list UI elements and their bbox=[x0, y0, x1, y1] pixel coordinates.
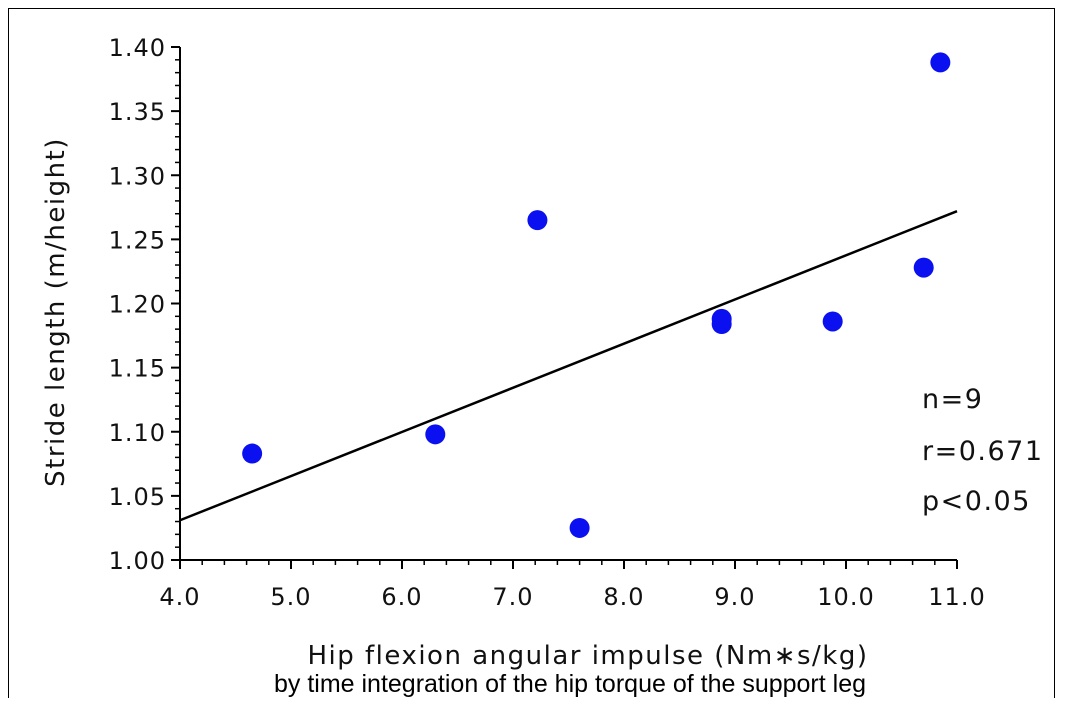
x-tick-label: 6.0 bbox=[381, 583, 422, 611]
data-point bbox=[527, 210, 548, 231]
annotation-n: n=9 bbox=[922, 384, 983, 415]
annotation-r: r=0.671 bbox=[922, 436, 1044, 467]
data-point bbox=[930, 52, 951, 73]
x-axis: 4.0 5.0 6.0 7.0 8.0 9.0 10.0 11.0 bbox=[159, 559, 985, 611]
y-tick-label: 1.30 bbox=[109, 162, 166, 190]
data-point bbox=[822, 311, 843, 332]
y-tick-label: 1.15 bbox=[109, 355, 166, 383]
y-tick-label: 1.25 bbox=[109, 226, 166, 254]
x-tick-label: 8.0 bbox=[603, 583, 644, 611]
data-point bbox=[913, 257, 934, 278]
x-tick-label: 11.0 bbox=[928, 583, 985, 611]
x-tick-label: 9.0 bbox=[714, 583, 755, 611]
annotation-p: p<0.05 bbox=[922, 486, 1031, 517]
x-tick-label: 4.0 bbox=[159, 583, 200, 611]
regression-line-group bbox=[179, 209, 958, 522]
y-tick-label: 1.35 bbox=[109, 98, 166, 126]
y-tick-label: 1.05 bbox=[109, 483, 166, 511]
x-tick-label: 5.0 bbox=[270, 583, 311, 611]
x-tick-label: 7.0 bbox=[492, 583, 533, 611]
y-tick-label: 1.00 bbox=[109, 547, 166, 575]
regression-line bbox=[179, 209, 958, 522]
data-point bbox=[711, 314, 732, 335]
x-tick-label: 10.0 bbox=[817, 583, 874, 611]
y-tick-label: 1.20 bbox=[109, 291, 166, 319]
y-axis: 1.00 1.05 1.10 1.15 1.20 1.25 1.30 1.35 1.40 bbox=[109, 34, 181, 575]
x-axis-subtitle: by time integration of the hip torque of… bbox=[274, 670, 866, 698]
x-axis-title: Hip flexion angular impulse (Nm∗s/kg) bbox=[307, 641, 868, 671]
y-tick-label: 1.10 bbox=[109, 419, 166, 447]
data-point bbox=[569, 517, 590, 538]
y-tick-label: 1.40 bbox=[109, 34, 166, 62]
data-points bbox=[242, 52, 951, 538]
data-point bbox=[425, 424, 446, 445]
y-axis-title: Stride length (m/height) bbox=[41, 137, 71, 487]
data-point bbox=[242, 443, 263, 464]
chart-frame bbox=[8, 8, 1055, 698]
